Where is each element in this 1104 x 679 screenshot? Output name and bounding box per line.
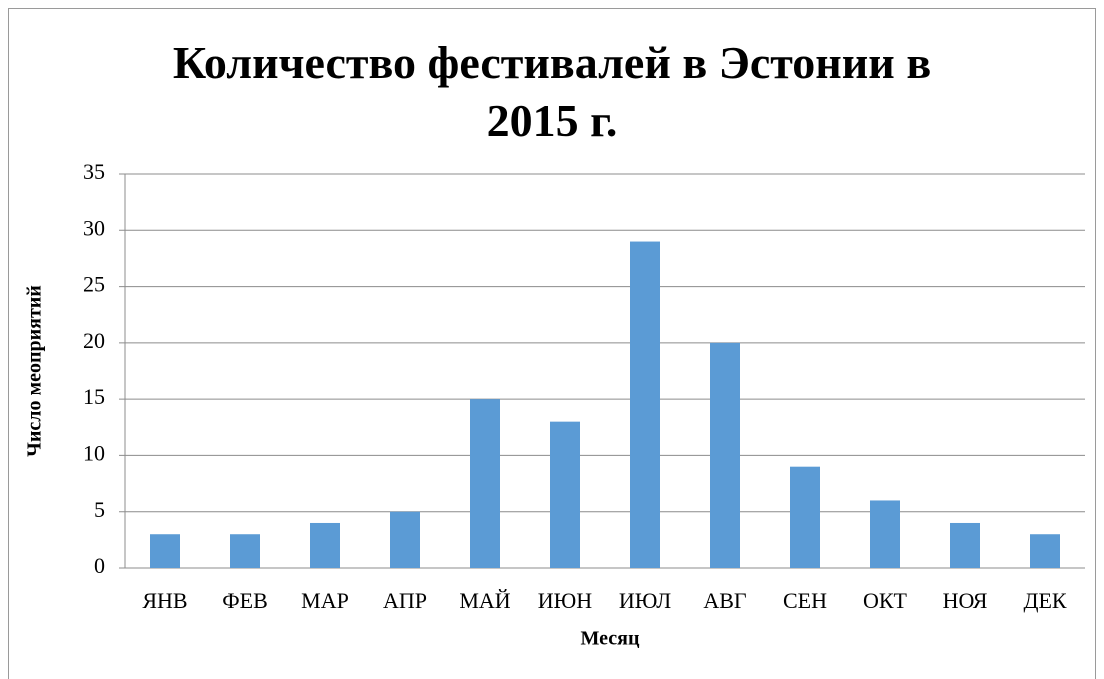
- x-tick-label: ФЕВ: [222, 588, 268, 613]
- bar: [310, 522, 340, 568]
- x-tick-label: АПР: [383, 588, 427, 613]
- x-tick-label: АВГ: [703, 588, 747, 613]
- bar: [550, 421, 580, 568]
- x-axis-label: Месяц: [581, 628, 640, 650]
- bar: [710, 342, 740, 568]
- bar: [390, 511, 420, 568]
- y-tick-label: 20: [83, 328, 105, 353]
- y-tick-label: 25: [83, 272, 105, 297]
- x-tick-label: ИЮЛ: [619, 588, 671, 613]
- y-tick-label: 15: [83, 384, 105, 409]
- y-tick-label: 0: [94, 553, 105, 578]
- x-tick-label: ДЕК: [1023, 588, 1066, 613]
- x-tick-label: НОЯ: [943, 588, 988, 613]
- bar: [950, 522, 980, 568]
- bar: [630, 241, 660, 569]
- x-tick-label: ОКТ: [863, 588, 908, 613]
- bar: [150, 534, 180, 568]
- x-tick-label: МАР: [301, 588, 349, 613]
- y-tick-label: 35: [83, 159, 105, 184]
- bar: [230, 534, 260, 568]
- x-tick-label: МАЙ: [459, 588, 510, 613]
- bar: [1030, 534, 1060, 568]
- y-tick-label: 10: [83, 440, 105, 465]
- x-tick-label: ИЮН: [538, 588, 593, 613]
- y-axis-label: Число меоприятий: [24, 285, 46, 457]
- bar: [790, 466, 820, 568]
- bar: [470, 399, 500, 568]
- bar: [870, 500, 900, 568]
- y-tick-label: 5: [94, 497, 105, 522]
- chart-frame: [8, 8, 1096, 679]
- y-tick-label: 30: [83, 215, 105, 240]
- x-tick-label: СЕН: [783, 588, 827, 613]
- x-tick-label: ЯНВ: [142, 588, 187, 613]
- chart-title: Количество фестивалей в Эстонии в 2015 г…: [172, 37, 932, 146]
